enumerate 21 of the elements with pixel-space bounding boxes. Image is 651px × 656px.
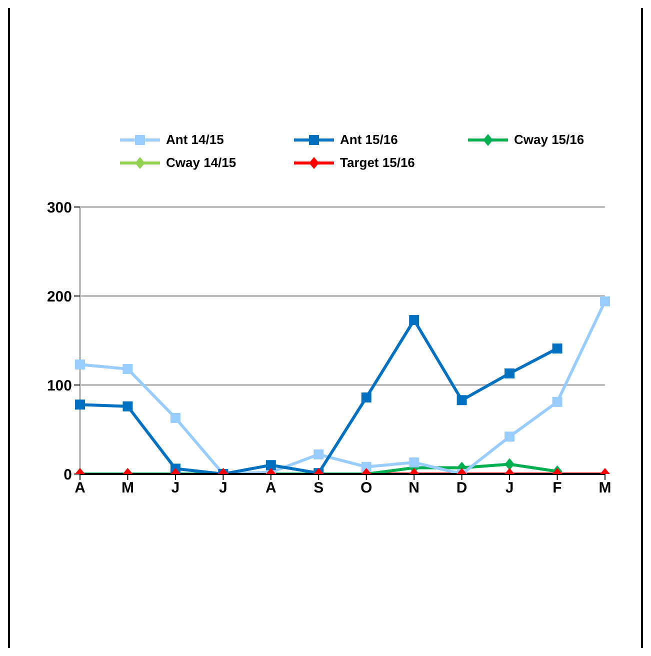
x-tick-label: J [505,480,514,497]
legend-label: Ant 14/15 [166,132,224,147]
x-tick-label: O [360,480,373,497]
legend-label: Cway 15/16 [514,132,584,147]
x-tick-label: J [171,480,180,497]
x-tick-label: A [74,480,86,497]
legend-label: Ant 15/16 [340,132,398,147]
y-tick-label: 200 [46,288,72,306]
y-tick-label: 0 [64,466,72,484]
x-tick-label: M [121,480,134,497]
x-tick-label: S [314,480,324,497]
x-tick-label: A [265,480,276,497]
x-tick-label: D [456,480,468,497]
legend-label: Cway 14/15 [166,155,236,170]
x-tick-label: N [408,480,420,497]
x-tick-label: F [552,480,562,497]
y-tick-label: 300 [46,199,72,216]
x-tick-label: J [219,480,228,497]
legend-label: Target 15/16 [340,155,415,170]
y-tick-label: 100 [46,377,72,394]
x-tick-label: M [598,480,612,497]
